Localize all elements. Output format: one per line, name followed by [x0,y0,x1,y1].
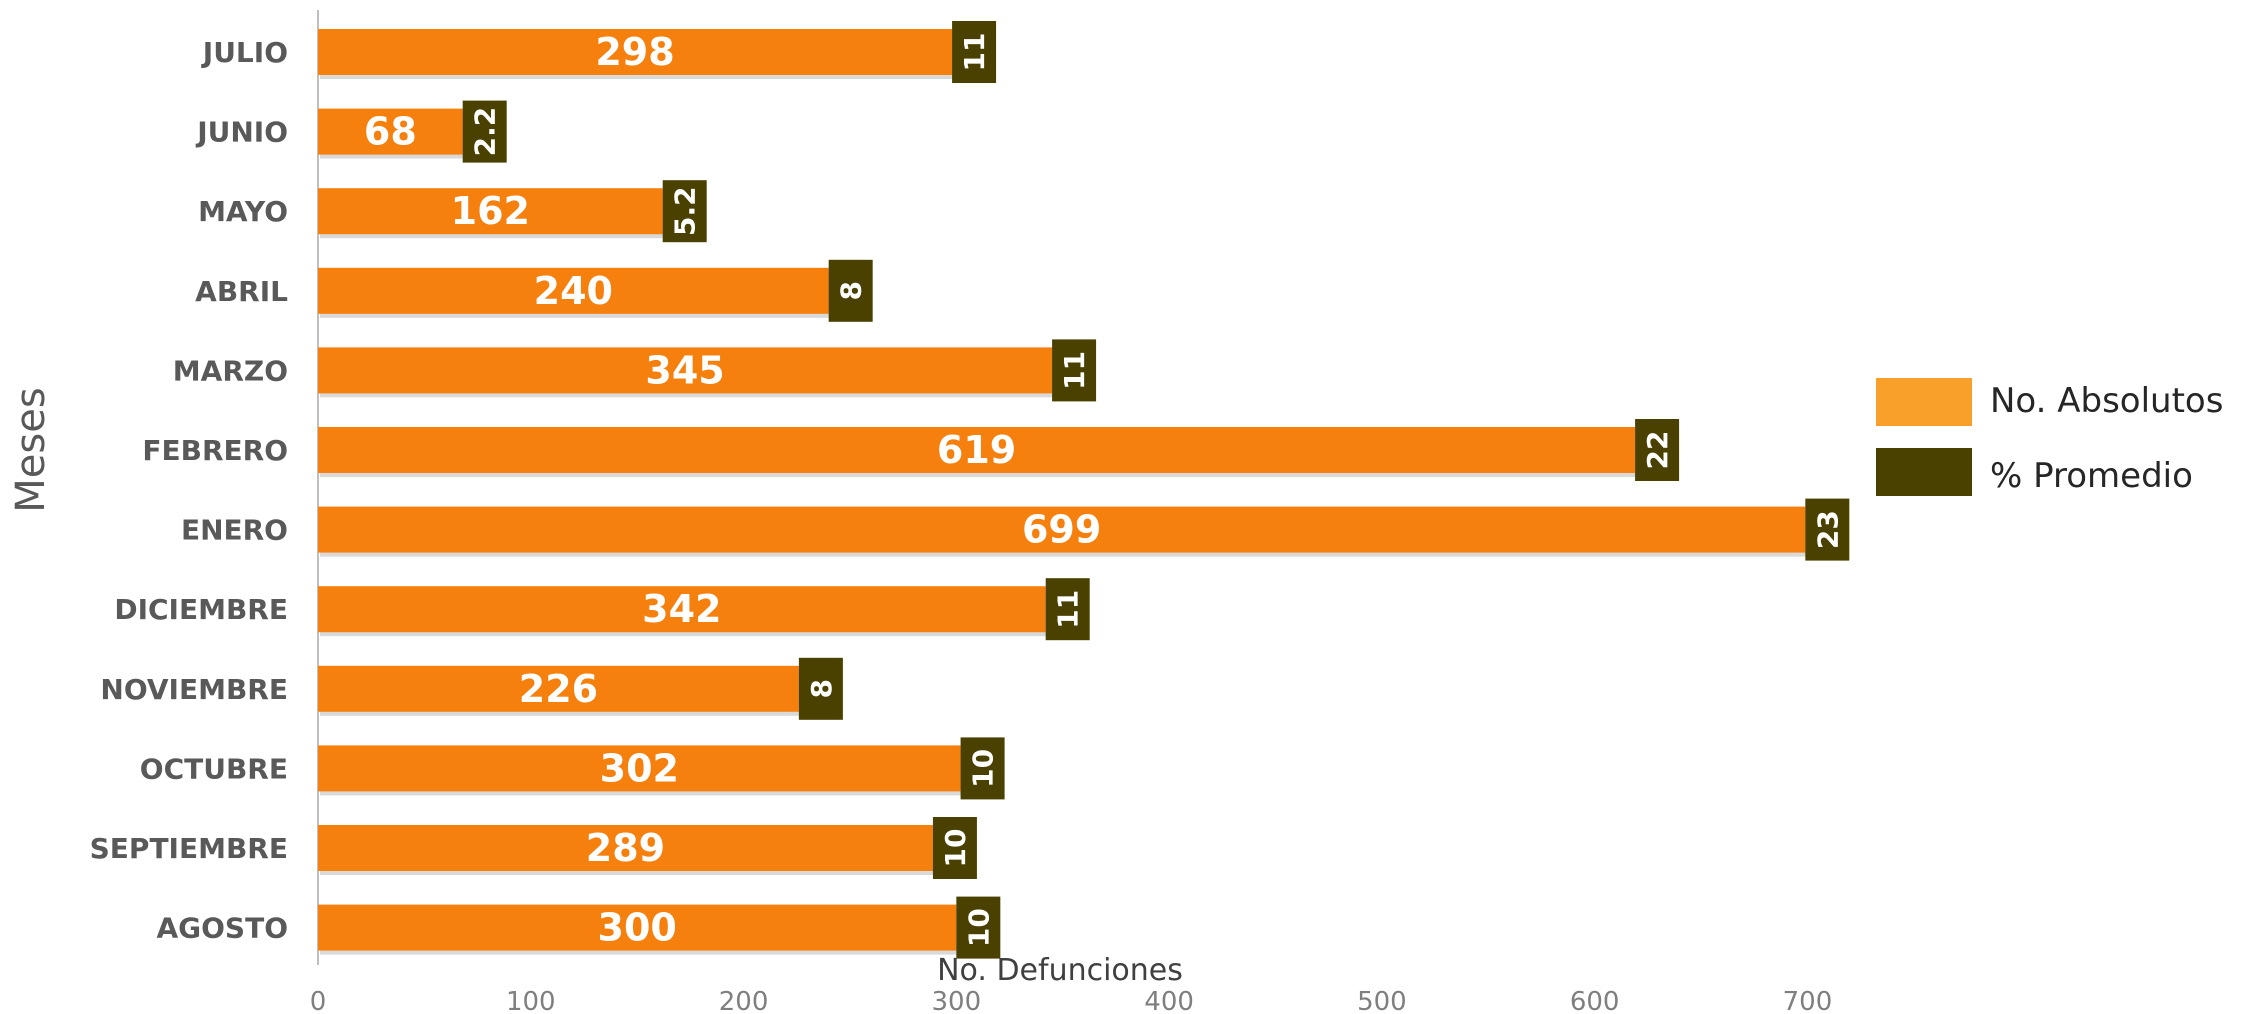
data-label-promedio: 5.2 [669,186,702,236]
data-label-absolutos: 162 [451,189,530,233]
category-label: SEPTIEMBRE [90,832,288,865]
category-label: JUNIO [195,116,288,149]
bars-layer: 298 11 68 2.2 162 5.2 240 8 345 11 619 22 699 23 342 11… [318,21,1850,959]
category-label: MAYO [198,195,288,228]
bar-absolutos [318,904,957,951]
legend-swatch-promedio [1876,448,1972,496]
legend-swatch-absolutos [1876,378,1972,426]
category-label: NOVIEMBRE [100,673,288,706]
data-label-promedio: 8 [805,679,838,698]
category-label: AGOSTO [156,912,288,945]
bar-promedio [462,100,507,163]
x-tick-label: 200 [719,987,769,1014]
bar-promedio [1052,339,1097,402]
data-label-promedio: 8 [835,281,868,300]
category-label: ABRIL [195,275,288,308]
bar-promedio [1635,419,1680,481]
bar-absolutos [318,29,953,75]
data-label-promedio: 11 [1058,351,1091,390]
data-label-absolutos: 300 [598,906,677,950]
data-label-promedio: 2.2 [469,107,502,157]
bar-promedio [932,817,977,879]
data-label-absolutos: 289 [586,826,665,870]
y-axis-title: Meses [8,387,54,512]
bar-absolutos [318,506,1806,553]
data-label-promedio: 10 [962,908,995,947]
data-label-absolutos: 298 [595,30,674,74]
bar-absolutos [318,745,961,792]
bar-absolutos [318,267,829,314]
bar-promedio [1805,498,1850,561]
data-label-promedio: 10 [939,829,972,868]
bar-promedio [960,737,1005,800]
x-tick-label: 600 [1570,987,1620,1014]
x-tick-label: 300 [932,987,982,1014]
data-label-absolutos: 68 [364,110,417,154]
data-label-promedio: 10 [967,749,1000,788]
category-label: OCTUBRE [140,752,288,785]
x-tick-label: 400 [1144,987,1194,1014]
data-label-promedio: 22 [1641,431,1674,470]
data-label-absolutos: 342 [642,587,721,631]
bar-promedio [662,180,707,243]
category-labels: JULIO JUNIO MAYO ABRIL MARZO FEBRERO ENERO DICI… [90,36,289,945]
bar-promedio [828,259,873,322]
x-tick-label: 0 [310,987,327,1014]
bar-absolutos [318,825,933,871]
legend-label-absolutos: No. Absolutos [1990,381,2223,421]
legend: No. Absolutos % Promedio [1876,378,2223,496]
data-label-promedio: 11 [1052,590,1085,629]
bar-absolutos [318,347,1053,394]
bar-absolutos [318,427,1636,473]
data-label-absolutos: 345 [645,348,724,392]
x-tick-labels: 0 100 200 300 400 500 600 700 [310,987,1833,1014]
bar-promedio [956,896,1001,959]
data-label-absolutos: 302 [600,746,679,790]
data-label-absolutos: 240 [534,269,613,313]
category-label: ENERO [181,514,288,547]
data-label-absolutos: 226 [519,667,598,711]
data-label-promedio: 11 [958,33,991,72]
bar-promedio [798,657,843,720]
bar-absolutos [318,188,663,235]
bar-promedio [952,21,997,83]
category-label: DICIEMBRE [114,593,288,626]
bar-absolutos [318,586,1046,633]
bar-absolutos [318,108,463,155]
category-label: FEBRERO [142,434,288,467]
category-label: JULIO [201,36,288,69]
data-label-absolutos: 699 [1022,508,1101,552]
data-label-absolutos: 619 [937,428,1016,472]
x-tick-label: 700 [1783,987,1833,1014]
x-axis-title: No. Defunciones [937,953,1183,988]
category-label: MARZO [173,354,288,387]
x-tick-label: 100 [506,987,556,1014]
bar-absolutos [318,665,799,712]
bar-promedio [1045,578,1090,641]
x-tick-label: 500 [1357,987,1407,1014]
legend-label-promedio: % Promedio [1990,456,2193,496]
data-label-promedio: 23 [1811,510,1844,549]
